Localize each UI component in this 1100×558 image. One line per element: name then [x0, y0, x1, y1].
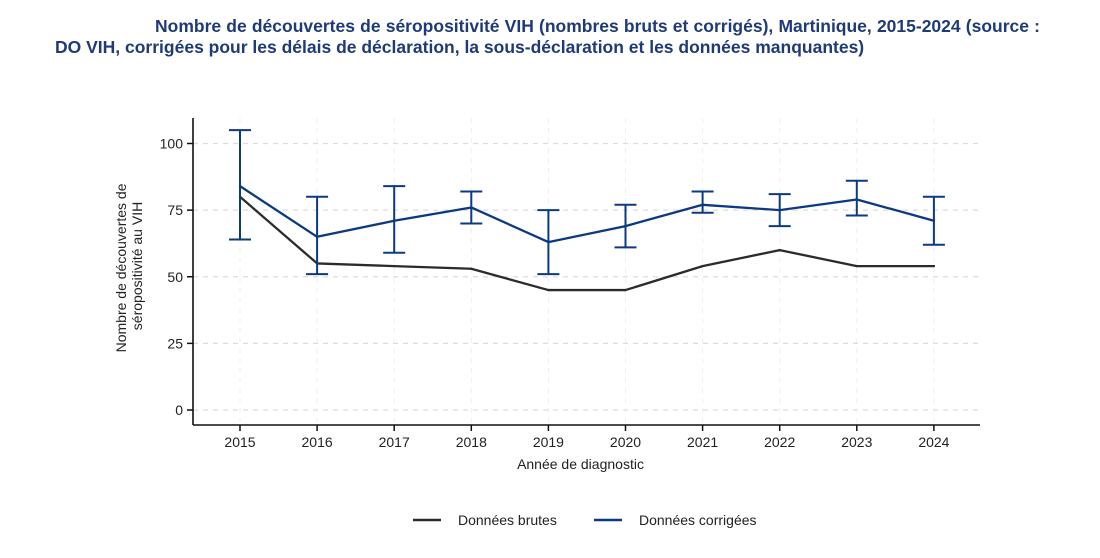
x-tick-label-2023: 2023	[841, 434, 872, 450]
legend-label-corrigees: Données corrigées	[639, 512, 757, 528]
chart-title: Nombre de découvertes de séropositivité …	[55, 16, 1040, 57]
data-point-corrigees-2017	[393, 219, 396, 222]
x-tick-label-2020: 2020	[610, 434, 641, 450]
data-point-brutes-2021	[701, 264, 704, 268]
x-tick-label-2019: 2019	[533, 434, 564, 450]
gridlines	[193, 118, 980, 425]
data-point-corrigees-2023	[855, 198, 858, 201]
y-axis-title: Nombre de découvertes de séropositivité …	[113, 180, 145, 353]
data-point-corrigees-2019	[547, 240, 550, 244]
x-tick-label-2017: 2017	[379, 434, 410, 450]
y-tick-label-100: 100	[160, 136, 184, 152]
y-axis-title-line-2: séropositivité au VIH	[129, 202, 145, 330]
data-point-brutes-2020	[624, 288, 627, 292]
data-point-brutes-2022	[778, 248, 781, 252]
y-axis-ticks: 0 25 50 75 100	[160, 136, 193, 418]
data-point-corrigees-2022	[778, 208, 781, 212]
error-bar-corrigees-2021	[691, 190, 714, 214]
error-bar-corrigees-2017	[383, 185, 406, 254]
error-bar-corrigees-2023	[845, 179, 868, 217]
y-tick-label-0: 0	[175, 402, 183, 418]
x-tick-label-2018: 2018	[456, 434, 487, 450]
x-tick-label-2016: 2016	[302, 434, 333, 450]
x-tick-label-2022: 2022	[764, 434, 795, 450]
series-line-corrigees	[239, 185, 935, 244]
series-line-brutes	[239, 195, 934, 292]
data-point-corrigees-2015	[238, 184, 242, 188]
data-point-brutes-2019	[547, 288, 550, 292]
error-bar-corrigees-2015	[229, 129, 251, 241]
data-point-corrigees-2020	[624, 224, 627, 228]
y-tick-label-25: 25	[167, 335, 183, 351]
data-point-brutes-2023	[855, 264, 858, 268]
y-tick-label-50: 50	[167, 269, 183, 285]
x-axis-title: Année de diagnostic	[517, 456, 644, 472]
x-tick-label-2021: 2021	[687, 434, 718, 450]
data-point-brutes-2018	[470, 267, 473, 270]
data-point-brutes-2017	[393, 264, 396, 268]
data-point-corrigees-2018	[470, 206, 473, 209]
x-axis-ticks: 2015 2016 2017 2018 2019 2020 2021 2022 2023 2024	[224, 425, 950, 450]
series-group	[229, 129, 945, 292]
x-tick-label-2015: 2015	[224, 434, 255, 450]
legend: Données brutes Données corrigées	[413, 512, 757, 528]
x-tick-label-2024: 2024	[918, 434, 949, 450]
data-point-corrigees-2021	[701, 203, 704, 206]
data-point-brutes-2024	[932, 264, 936, 268]
data-point-corrigees-2024	[932, 219, 936, 222]
y-tick-label-75: 75	[167, 202, 183, 218]
legend-label-brutes: Données brutes	[458, 512, 557, 528]
y-axis-title-line-1: Nombre de découvertes de	[113, 183, 129, 352]
data-point-corrigees-2016	[315, 235, 319, 238]
